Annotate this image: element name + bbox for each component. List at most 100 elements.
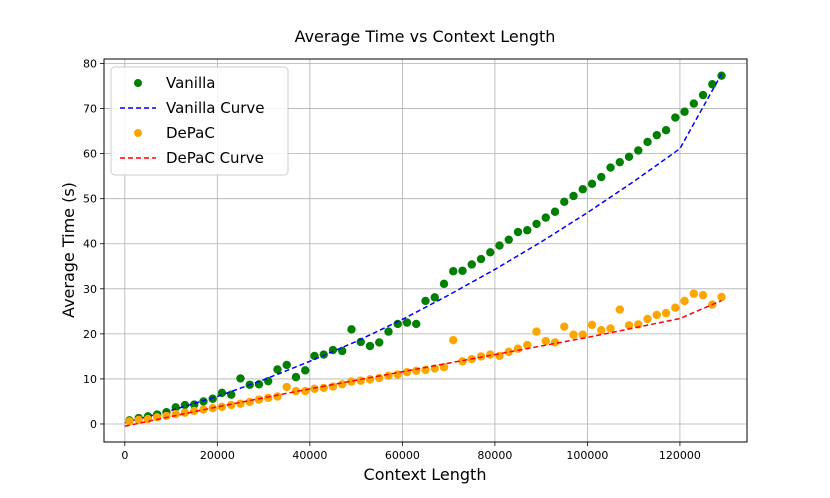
point-vanilla	[236, 374, 245, 383]
point-depac	[606, 324, 615, 333]
point-depac	[365, 375, 375, 384]
legend-label-vanilla: Vanilla	[166, 74, 216, 92]
point-depac	[661, 308, 671, 318]
point-depac	[476, 352, 486, 361]
point-vanilla	[384, 327, 393, 336]
point-vanilla	[717, 71, 726, 80]
point-depac	[171, 409, 180, 419]
line-vanilla-curve	[124, 73, 723, 424]
x-tick-label: 60000	[385, 449, 420, 462]
legend: Vanilla Vanilla Curve DePaC DePaC Curve	[110, 66, 289, 176]
point-depac	[245, 397, 254, 407]
point-vanilla	[365, 341, 375, 351]
point-vanilla	[208, 394, 217, 403]
point-vanilla	[615, 157, 624, 167]
point-vanilla	[698, 90, 708, 100]
series-layer	[124, 71, 726, 427]
point-depac	[264, 393, 273, 403]
point-vanilla	[597, 172, 606, 182]
legend-label-vanilla-curve: Vanilla Curve	[166, 99, 265, 117]
point-vanilla	[671, 113, 680, 122]
y-axis-label: Average Time (s)	[59, 182, 78, 318]
point-depac	[375, 373, 384, 383]
point-depac	[698, 290, 708, 300]
legend-marker-depac	[134, 129, 142, 137]
point-vanilla	[560, 197, 569, 207]
point-depac	[578, 330, 587, 339]
point-vanilla	[587, 179, 597, 189]
legend-marker-vanilla	[134, 79, 142, 87]
point-vanilla	[227, 390, 236, 399]
y-tick-label: 20	[83, 328, 97, 341]
y-axis-ticks: 0 10 20 30 40 50 60 70 80	[83, 58, 104, 431]
point-vanilla	[439, 279, 449, 289]
point-depac	[486, 350, 495, 359]
point-depac	[310, 384, 319, 394]
point-depac	[282, 382, 291, 392]
point-depac	[338, 380, 347, 389]
y-tick-label: 10	[83, 373, 97, 386]
point-vanilla	[606, 163, 615, 172]
point-depac	[680, 296, 689, 306]
point-depac	[356, 376, 365, 385]
point-depac	[569, 330, 578, 339]
point-vanilla	[578, 185, 587, 194]
point-depac	[236, 399, 245, 408]
point-vanilla	[449, 267, 458, 276]
point-depac	[301, 386, 310, 396]
point-vanilla	[402, 318, 412, 327]
legend-label-depac-curve: DePaC Curve	[166, 149, 264, 167]
point-vanilla	[661, 125, 671, 135]
point-vanilla	[708, 80, 717, 89]
point-vanilla	[291, 372, 301, 382]
point-vanilla	[523, 226, 532, 235]
point-depac	[597, 326, 606, 335]
point-depac	[523, 340, 532, 350]
x-tick-label: 120000	[659, 449, 701, 462]
point-vanilla	[569, 191, 578, 201]
point-depac	[162, 411, 171, 421]
point-vanilla	[680, 107, 689, 116]
point-vanilla	[550, 207, 560, 216]
point-depac	[504, 347, 513, 357]
point-vanilla	[634, 146, 643, 155]
point-vanilla	[375, 338, 384, 347]
series-vanilla-curve	[124, 73, 723, 424]
y-tick-label: 60	[83, 148, 97, 161]
point-vanilla	[689, 99, 699, 108]
x-tick-label: 100000	[566, 449, 608, 462]
point-depac	[190, 406, 199, 416]
y-tick-label: 30	[83, 283, 97, 296]
point-depac	[319, 383, 328, 393]
point-depac	[291, 386, 301, 396]
point-vanilla	[273, 365, 282, 374]
point-vanilla	[486, 248, 495, 257]
point-vanilla	[504, 235, 513, 244]
point-depac	[347, 377, 356, 386]
y-tick-label: 80	[83, 58, 97, 71]
point-vanilla	[430, 293, 439, 302]
point-vanilla	[476, 254, 486, 264]
y-tick-label: 40	[83, 238, 97, 251]
point-vanilla	[458, 266, 467, 275]
point-depac	[458, 357, 467, 366]
series-depac-curve	[124, 299, 722, 427]
point-depac	[634, 320, 643, 329]
point-vanilla	[495, 241, 504, 250]
legend-frame	[110, 66, 289, 176]
x-tick-label: 0	[121, 449, 128, 462]
x-axis-label: Context Length	[364, 465, 487, 484]
x-tick-label: 40000	[292, 449, 327, 462]
point-vanilla	[624, 152, 634, 161]
point-depac	[652, 310, 661, 320]
line-depac-curve	[124, 299, 722, 427]
point-depac	[328, 382, 338, 391]
point-depac	[125, 417, 134, 426]
point-depac	[689, 289, 699, 298]
chart-title: Average Time vs Context Length	[295, 27, 556, 46]
point-vanilla	[532, 219, 541, 229]
point-depac	[643, 314, 652, 324]
point-vanilla	[282, 360, 291, 370]
point-depac	[513, 344, 523, 353]
point-depac	[217, 402, 227, 412]
